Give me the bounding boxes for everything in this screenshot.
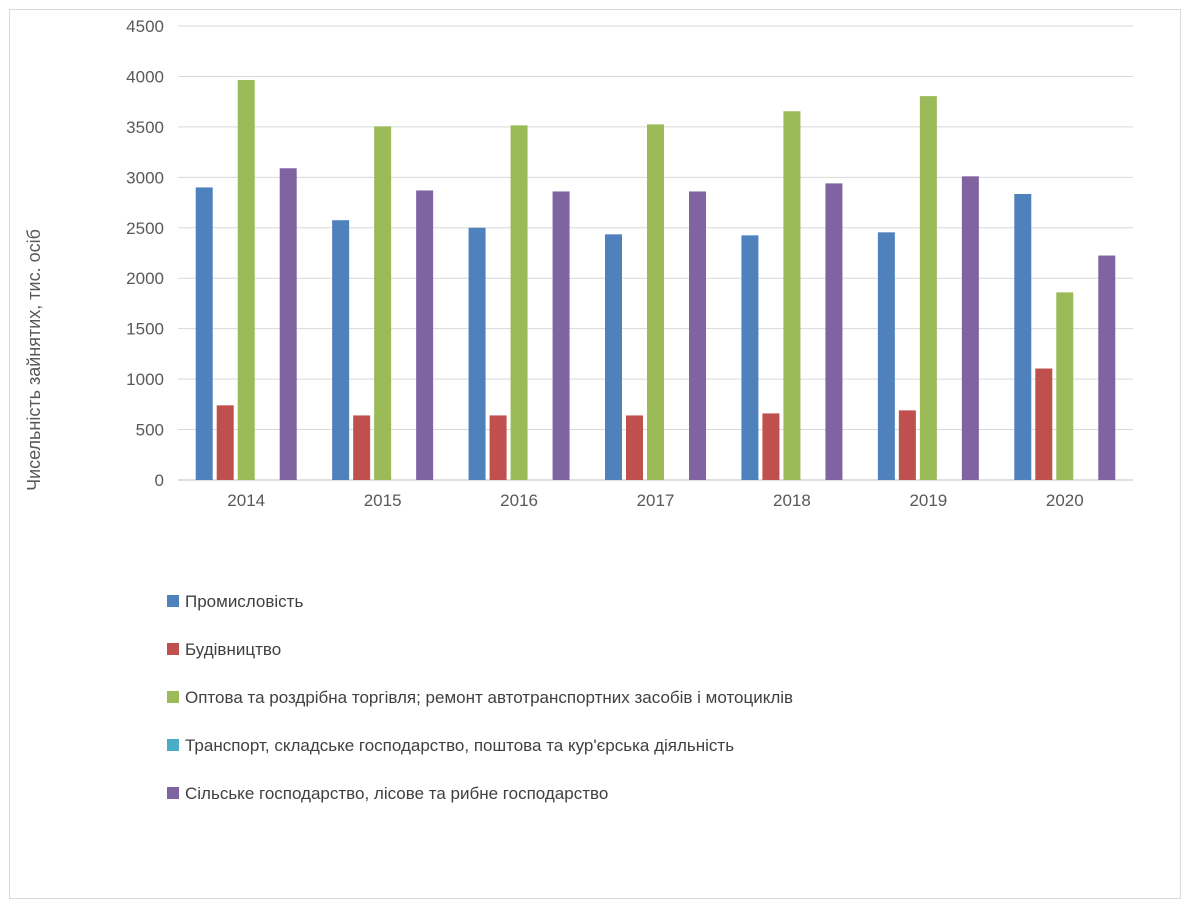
x-axis-ticks: 2014 2015 2016 2017 2018 2019 2020	[227, 491, 1083, 510]
legend-entry: Транспорт, складське господарство, пошто…	[185, 736, 734, 755]
bar	[195, 187, 213, 480]
y-tick-label: 1500	[126, 320, 164, 339]
bar	[1056, 292, 1074, 480]
bar	[762, 413, 780, 480]
legend-swatch	[167, 643, 179, 655]
bar	[216, 405, 234, 480]
legend-entry: Промисловість	[185, 592, 303, 611]
bar	[353, 415, 371, 480]
legend: Промисловість Будівництво Оптова та роздрі…	[167, 592, 793, 803]
x-tick-label: 2015	[364, 491, 402, 510]
y-tick-label: 4000	[126, 67, 164, 86]
bar	[961, 176, 979, 480]
bar	[237, 79, 255, 480]
bar	[783, 111, 801, 481]
bar	[605, 234, 622, 480]
legend-swatch	[167, 787, 179, 799]
legend-swatch	[167, 739, 179, 751]
x-tick-label: 2018	[773, 491, 811, 510]
y-axis-label: Чисельність зайнятих, тис. осіб	[24, 229, 44, 491]
bar	[416, 190, 434, 480]
bar	[919, 96, 937, 481]
bar	[877, 232, 895, 480]
bar	[468, 227, 486, 480]
y-tick-label: 2000	[126, 269, 164, 288]
y-tick-label: 3000	[126, 168, 164, 187]
bar	[1014, 193, 1032, 481]
legend-swatch	[167, 595, 179, 607]
bar	[489, 415, 507, 480]
bar	[626, 415, 643, 480]
legend-entry: Сільське господарство, лісове та рибне г…	[185, 784, 608, 803]
y-tick-label: 3500	[126, 118, 164, 137]
y-axis-ticks: 0 500 1000 1500 2000 2500 3000 3500 4000 4500	[126, 17, 164, 490]
legend-entry: Оптова та роздрібна торгівля; ремонт авт…	[185, 688, 793, 707]
bars	[195, 79, 1116, 481]
y-tick-label: 1000	[126, 370, 164, 389]
bar	[279, 168, 297, 480]
bar	[689, 191, 706, 481]
y-tick-label: 0	[155, 471, 164, 490]
bar	[374, 126, 392, 480]
bar	[898, 410, 916, 480]
x-tick-label: 2014	[227, 491, 265, 510]
bar	[825, 183, 843, 481]
x-tick-label: 2019	[909, 491, 947, 510]
bar	[552, 191, 570, 481]
x-tick-label: 2016	[500, 491, 538, 510]
bar	[510, 125, 528, 481]
legend-entry: Будівництво	[185, 640, 281, 659]
bar	[1035, 368, 1053, 480]
x-tick-label: 2020	[1046, 491, 1084, 510]
bar	[741, 235, 759, 480]
y-tick-label: 4500	[126, 17, 164, 36]
bar	[647, 124, 664, 480]
y-tick-label: 2500	[126, 219, 164, 238]
legend-swatch	[167, 691, 179, 703]
x-tick-label: 2017	[637, 491, 675, 510]
bar	[1098, 255, 1116, 480]
y-tick-label: 500	[136, 421, 164, 440]
bar	[332, 220, 350, 480]
